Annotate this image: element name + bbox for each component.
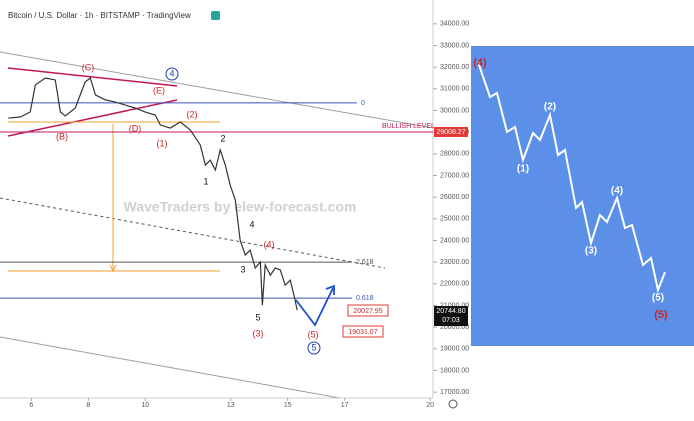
- projection-arrow: [295, 284, 335, 327]
- wave-circle: [165, 67, 179, 81]
- y-tick-label: 30000.00: [440, 107, 469, 114]
- watermark: WaveTraders by elew-forecast.com: [124, 199, 357, 215]
- scheme-label: (2): [544, 102, 556, 113]
- y-tick-label: 34000.00: [440, 21, 469, 28]
- fib-arrow: [109, 264, 117, 273]
- wave-label: (E): [153, 85, 165, 95]
- scheme-label: (5): [652, 293, 664, 304]
- price-box: [434, 306, 468, 327]
- trend-line: [0, 197, 386, 269]
- target-label: 19031.07: [348, 329, 377, 336]
- scheme-zigzag: [477, 61, 666, 294]
- y-tick-label: 17000.00: [440, 389, 469, 396]
- y-tick-label: 31000.00: [440, 86, 469, 93]
- status-icon: [211, 11, 220, 20]
- target-box: [342, 325, 384, 338]
- y-tick-label: 21000.00: [440, 302, 469, 309]
- scheme-label: (5): [654, 309, 668, 321]
- wave-label: 5: [255, 312, 260, 322]
- wave-label: 1: [203, 176, 208, 186]
- wave-label: (3): [253, 328, 264, 338]
- wave-label: 4: [249, 219, 254, 229]
- level-label: 2.618: [356, 259, 374, 266]
- price-box: [434, 126, 468, 137]
- trend-line: [0, 336, 341, 399]
- countdown: 07:03: [442, 317, 460, 324]
- triangle-line: [7, 99, 178, 137]
- wave-label: 2: [220, 133, 225, 143]
- trend-line: [0, 51, 434, 129]
- wave-label: (5): [308, 329, 319, 339]
- y-tick-label: 24000.00: [440, 237, 469, 244]
- wave-label: (D): [129, 123, 142, 133]
- wave-label: (2): [187, 109, 198, 119]
- level-label: BULLISH LEVEL: [382, 123, 435, 130]
- x-tick-label: 15: [284, 402, 292, 409]
- y-tick-label: 20000.00: [440, 324, 469, 331]
- wave-circle: [307, 341, 321, 355]
- y-tick-label: 32000.00: [440, 64, 469, 71]
- wave-label: (C): [82, 62, 95, 72]
- y-tick-label: 25000.00: [440, 216, 469, 223]
- y-tick-label: 26000.00: [440, 194, 469, 201]
- target-label: 20027.95: [353, 308, 382, 315]
- wave-label: 5: [311, 342, 316, 352]
- x-tick-label: 6: [29, 402, 33, 409]
- scheme-label: (4): [473, 57, 487, 69]
- price-box-label: 20744.80: [436, 308, 465, 315]
- x-tick-label: 10: [141, 402, 149, 409]
- wave-label: (4): [264, 239, 275, 249]
- level-label: 0: [361, 100, 365, 107]
- y-tick-label: 28000.00: [440, 151, 469, 158]
- wave-label: 3: [240, 264, 245, 274]
- triangle-line: [7, 67, 178, 87]
- x-tick-label: 20: [426, 402, 434, 409]
- price-line: [8, 77, 298, 311]
- y-tick-label: 33000.00: [440, 42, 469, 49]
- y-tick-label: 22000.00: [440, 281, 469, 288]
- scheme-panel: [471, 46, 694, 346]
- x-tick-label: 8: [86, 402, 90, 409]
- settings-icon: [448, 399, 458, 409]
- x-tick-label: 17: [341, 402, 349, 409]
- y-tick-label: 18000.00: [440, 367, 469, 374]
- scheme-label: (4): [611, 186, 623, 197]
- y-tick-label: 19000.00: [440, 346, 469, 353]
- y-tick-label: 27000.00: [440, 172, 469, 179]
- y-tick-label: 23000.00: [440, 259, 469, 266]
- level-label: 0.618: [356, 295, 374, 302]
- wave-label: 4: [169, 68, 174, 78]
- target-box: [347, 304, 389, 317]
- price-box-label: 29008.27: [436, 129, 465, 136]
- wave-label: (B): [56, 131, 68, 141]
- wave-label: (1): [157, 138, 168, 148]
- scheme-label: (3): [585, 246, 597, 257]
- chart-title: Bitcoin / U.S. Dollar · 1h · BITSTAMP · …: [8, 11, 191, 20]
- x-tick-label: 13: [227, 402, 235, 409]
- scheme-label: (1): [517, 164, 529, 175]
